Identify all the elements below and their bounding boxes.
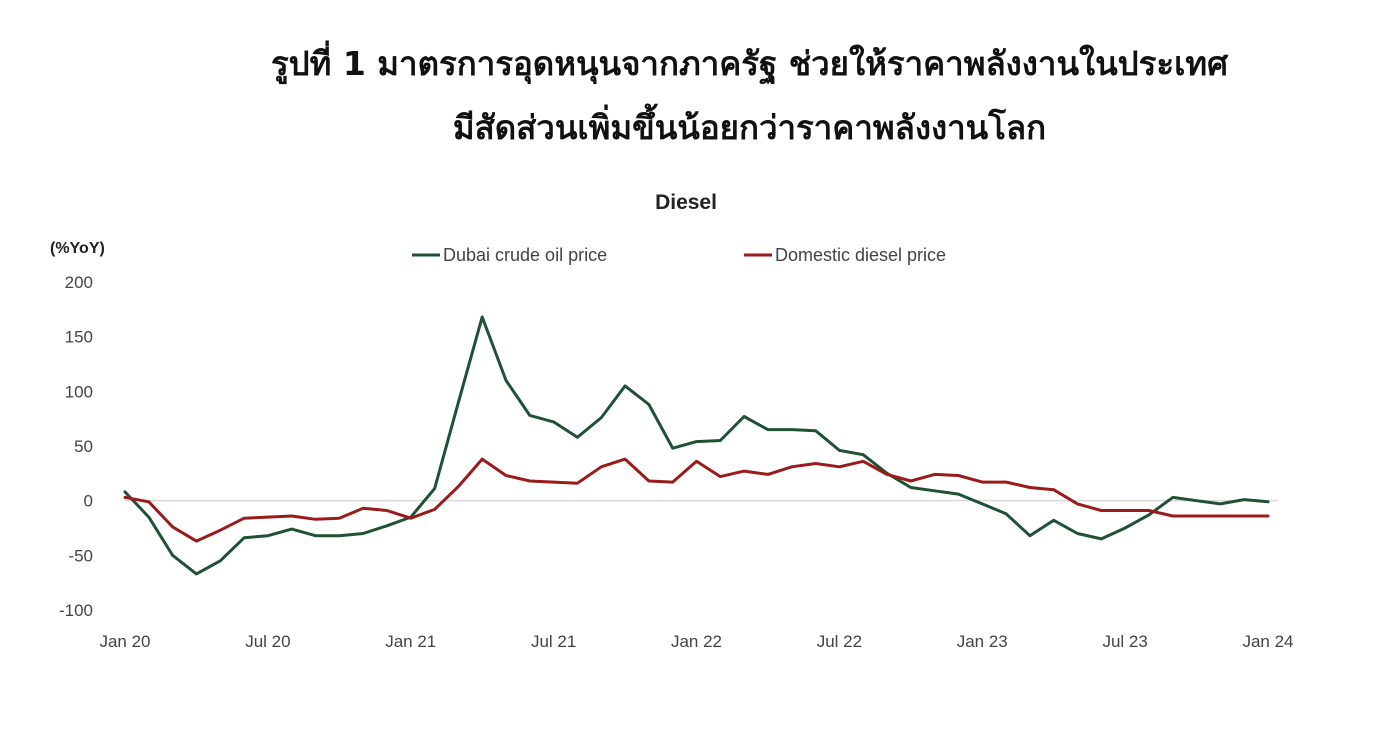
x-tick-label: Jul 22 [817,632,862,651]
y-tick-label: 150 [65,328,93,347]
y-tick-label: 50 [74,437,93,456]
series-line-dubai-crude [123,315,1270,576]
legend-label-domestic-diesel: Domestic diesel price [775,245,946,265]
x-tick-label: Jan 22 [671,632,722,651]
y-tick-label: 100 [65,382,93,401]
figure-title-line1: รูปที่ 1 มาตรการอุดหนุนจากภาครัฐ ช่วยให้… [270,44,1229,83]
y-axis-unit-label: (%YoY) [50,240,105,257]
y-tick-label: -100 [59,601,93,620]
legend-label-dubai: Dubai crude oil price [443,245,607,265]
x-tick-label: Jul 21 [531,632,576,651]
x-axis: Jan 20 Jul 20 Jan 21 Jul 21 Jan 22 Jul 22 Jan … [99,632,1293,651]
x-tick-label: Jan 21 [385,632,436,651]
plot-area [123,315,1270,576]
y-tick-label: 0 [84,492,93,511]
x-tick-label: Jan 24 [1242,632,1293,651]
legend: Dubai crude oil price Domestic diesel pr… [412,245,946,265]
x-tick-label: Jul 23 [1102,632,1147,651]
x-tick-label: Jan 20 [99,632,150,651]
chart-title: Diesel [655,191,717,214]
figure-title-line2: มีสัดส่วนเพิ่มขึ้นน้อยกว่าราคาพลังงานโลก [452,108,1047,147]
x-tick-label: Jan 23 [957,632,1008,651]
y-tick-label: 200 [65,273,93,292]
x-tick-label: Jul 20 [245,632,290,651]
y-axis: 200 150 100 50 0 -50 -100 [59,273,93,620]
y-tick-label: -50 [68,546,93,565]
series-line-domestic-diesel [123,457,1270,543]
